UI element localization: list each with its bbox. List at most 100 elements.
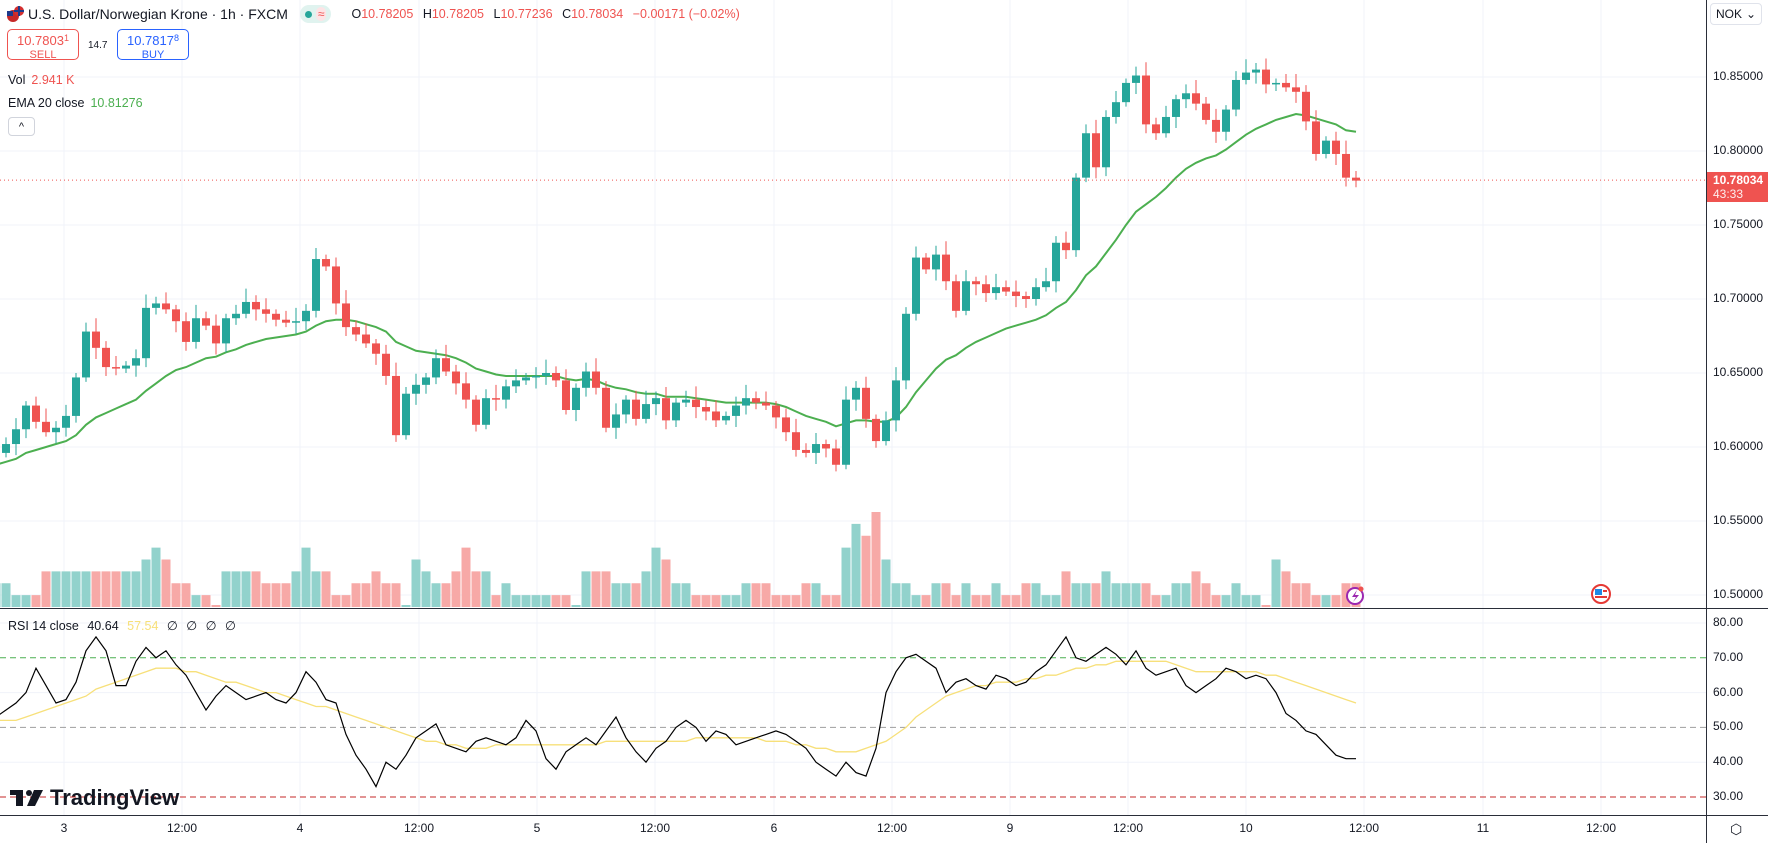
volume-bar — [151, 547, 161, 607]
volume-bar — [961, 583, 971, 607]
candle-body — [162, 303, 170, 310]
candle-body — [602, 387, 610, 428]
candle-body — [2, 444, 10, 453]
candle-body — [402, 393, 410, 436]
symbol-title[interactable]: U.S. Dollar/Norwegian Krone · 1h · FXCM — [28, 6, 288, 22]
candle-body — [1022, 296, 1030, 299]
volume-legend[interactable]: Vol 2.941 K — [8, 73, 74, 87]
volume-bar — [1041, 595, 1051, 607]
close-value: 10.78034 — [571, 7, 624, 21]
market-status[interactable]: ≈ — [299, 5, 332, 23]
candle-body — [772, 405, 780, 418]
volume-bar — [781, 595, 791, 607]
candle-body — [632, 399, 640, 419]
volume-bar — [1001, 595, 1011, 607]
ema-legend[interactable]: EMA 20 close 10.81276 — [8, 96, 143, 110]
candle-body — [522, 377, 530, 381]
volume-bar — [261, 583, 271, 607]
volume-bar — [131, 571, 141, 607]
volume-bar — [451, 571, 461, 607]
candle-body — [512, 380, 520, 387]
volume-bar — [331, 595, 341, 607]
time-axis-label: 4 — [296, 821, 304, 835]
buy-button[interactable]: 10.78178 BUY — [117, 29, 189, 61]
volume-bar — [881, 559, 891, 607]
currency-select[interactable]: NOK ⌄ — [1710, 3, 1762, 25]
rsi-extra-value: ∅ — [166, 619, 178, 633]
time-axis-label: 12:00 — [403, 821, 435, 835]
candle-body — [1202, 103, 1210, 120]
volume-bar — [491, 595, 501, 607]
candle-body — [582, 371, 590, 388]
volume-bar — [1341, 583, 1351, 607]
chevron-down-icon: ⌄ — [1745, 7, 1756, 21]
volume-bar — [421, 571, 431, 607]
time-axis-label: 12:00 — [1585, 821, 1617, 835]
candle-body — [832, 448, 840, 465]
volume-bar — [711, 595, 721, 607]
volume-bar — [541, 595, 551, 607]
volume-bar — [311, 571, 321, 607]
candle-body — [682, 399, 690, 403]
candle-body — [1212, 119, 1220, 132]
candle-body — [992, 287, 1000, 294]
candle-body — [952, 281, 960, 311]
open-value: 10.78205 — [361, 7, 414, 21]
volume-bar — [951, 595, 961, 607]
candle-body — [222, 318, 230, 344]
candle-body — [1272, 82, 1280, 85]
candle-body — [252, 301, 260, 310]
volume-bar — [771, 595, 781, 607]
volume-bar — [761, 583, 771, 607]
volume-bar — [1301, 583, 1311, 607]
candle-body — [852, 387, 860, 400]
candle-body — [752, 398, 760, 403]
candle-body — [542, 373, 550, 376]
candle-body — [982, 284, 990, 294]
candle-body — [932, 254, 940, 270]
volume-bar — [191, 595, 201, 607]
volume-bar — [1211, 595, 1221, 607]
open-label: O — [351, 7, 362, 21]
volume-bar — [61, 571, 71, 607]
last-price-value: 10.78034 — [1713, 173, 1764, 187]
tradingview-logo[interactable]: TradingView — [10, 785, 179, 811]
volume-bar — [51, 571, 61, 607]
price-axis-label: 10.85000 — [1713, 69, 1764, 83]
last-price-badge: 10.78034 43:33 — [1707, 172, 1768, 202]
ema-legend-label: EMA 20 close — [8, 96, 85, 110]
collapse-legend-button[interactable]: ^ — [8, 117, 35, 136]
candle-body — [882, 420, 890, 442]
candle-body — [732, 405, 740, 416]
candle-body — [812, 444, 820, 453]
time-axis-label: 12:00 — [1112, 821, 1144, 835]
candle-body — [112, 367, 120, 369]
volume-bar — [1061, 571, 1071, 607]
candle-body — [282, 319, 290, 323]
rsi-legend[interactable]: RSI 14 close 40.64 57.54 ∅ ∅ ∅ ∅ — [8, 618, 236, 633]
candle-body — [1292, 87, 1300, 92]
candle-body — [1062, 242, 1070, 251]
candle-body — [212, 325, 220, 344]
volume-bar — [791, 595, 801, 607]
volume-bar — [611, 583, 621, 607]
time-axis-label: 12:00 — [1348, 821, 1380, 835]
candle-body — [1092, 133, 1100, 168]
volume-bar — [651, 547, 661, 607]
candle-body — [1102, 116, 1110, 168]
candle-body — [1192, 93, 1200, 104]
volume-bar — [71, 571, 81, 607]
volume-bar — [381, 583, 391, 607]
candle-body — [1282, 82, 1290, 88]
tradingview-logo-icon — [10, 790, 43, 806]
chart-settings-icon[interactable]: ⬡ — [1730, 821, 1743, 837]
candle-body — [712, 411, 720, 421]
candle-body — [1052, 242, 1060, 282]
candle-body — [1312, 121, 1320, 154]
candle-body — [1352, 177, 1360, 181]
candle-body — [652, 398, 660, 405]
sell-button[interactable]: 10.78031 SELL — [7, 29, 79, 61]
volume-bar — [1091, 583, 1101, 607]
candle-body — [872, 418, 880, 442]
